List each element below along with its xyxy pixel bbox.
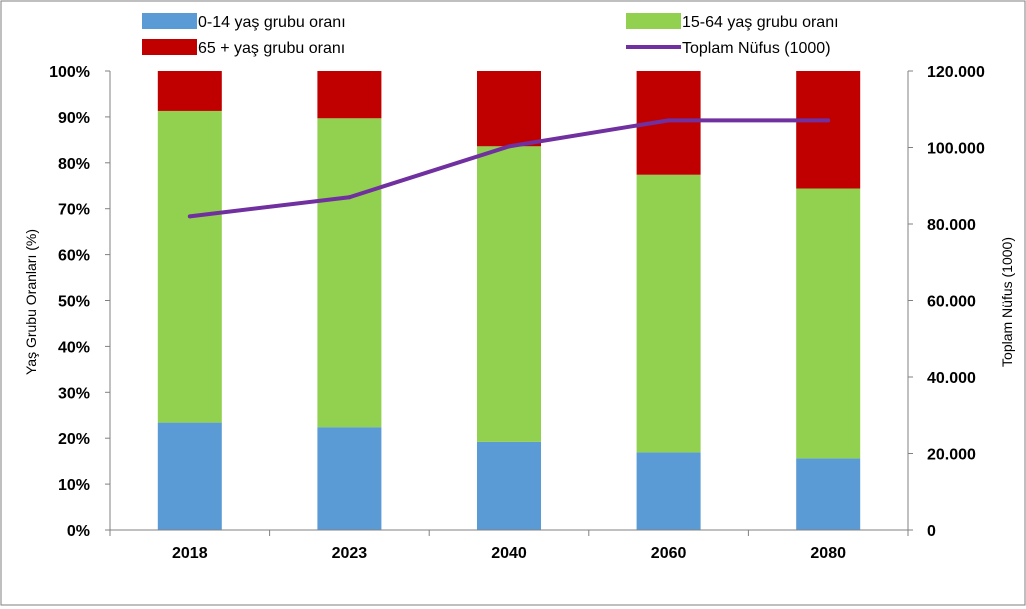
x-tick-label: 2040 <box>491 545 527 562</box>
legend: 0-14 yaş grubu oranı 15-64 yaş grubu oran… <box>142 13 839 57</box>
line-point <box>826 118 831 123</box>
y-tick-label: 90% <box>58 110 90 127</box>
legend-swatch <box>142 13 197 29</box>
y-tick-label: 50% <box>58 294 90 311</box>
y-tick-label: 0% <box>67 523 90 540</box>
legend-label: 0-14 yaş grubu oranı <box>198 14 346 31</box>
y2-tick-label: 60.000 <box>927 294 976 311</box>
y2-axis-title: Toplam Nüfus (1000) <box>999 237 1015 367</box>
line-point <box>666 118 671 123</box>
y-tick-label: 70% <box>58 202 90 219</box>
bar-segment-3 <box>477 71 541 147</box>
bar-segment-1 <box>636 452 701 530</box>
y-tick-label: 100% <box>49 64 90 81</box>
y2-tick-label: 20.000 <box>927 447 976 464</box>
legend-label: Toplam Nüfus (1000) <box>682 40 831 57</box>
bar-segment-3 <box>796 71 861 189</box>
line-layer <box>187 118 831 219</box>
bar-segment-3 <box>317 71 382 119</box>
x-tick-label: 2018 <box>172 545 208 562</box>
bar-segment-2 <box>796 188 861 459</box>
line-point <box>187 214 192 219</box>
y2-tick-label: 100.000 <box>927 141 985 158</box>
legend-label: 15-64 yaş grubu oranı <box>682 14 839 31</box>
line-point <box>347 195 352 200</box>
legend-swatch <box>626 13 681 29</box>
bar-segment-2 <box>157 110 222 423</box>
y2-tick-label: 80.000 <box>927 217 976 234</box>
y-tick-label: 10% <box>58 477 90 494</box>
bar-segment-2 <box>477 146 541 442</box>
y-tick-label: 80% <box>58 156 90 173</box>
y-tick-label: 30% <box>58 385 90 402</box>
y-tick-label: 40% <box>58 339 90 356</box>
x-tick-label: 2023 <box>332 545 368 562</box>
y2-tick-label: 40.000 <box>927 370 976 387</box>
legend-label: 65 + yaş grubu oranı <box>198 40 345 57</box>
y2-tick-label: 0 <box>927 523 936 540</box>
line-point <box>507 144 511 149</box>
y2-tick-label: 120.000 <box>927 64 985 81</box>
bar-segment-1 <box>796 458 861 530</box>
bar-segment-1 <box>477 441 541 530</box>
axes-layer: 0% 10% 20% 30% 40% 50% 60% 70% 80% 90% 100% 0 20.000… <box>49 64 985 562</box>
bar-segment-1 <box>317 427 382 530</box>
x-tick-label: 2060 <box>651 545 687 562</box>
y-tick-label: 60% <box>58 248 90 265</box>
y-axis-title: Yaş Grubu Oranları (%) <box>23 229 39 375</box>
legend-swatch <box>142 39 197 55</box>
y-tick-label: 20% <box>58 431 90 448</box>
bar-segment-1 <box>157 422 222 530</box>
bar-segment-3 <box>157 71 222 111</box>
bar-segment-2 <box>636 174 701 453</box>
bar-segment-2 <box>317 118 382 428</box>
x-tick-label: 2080 <box>810 545 846 562</box>
